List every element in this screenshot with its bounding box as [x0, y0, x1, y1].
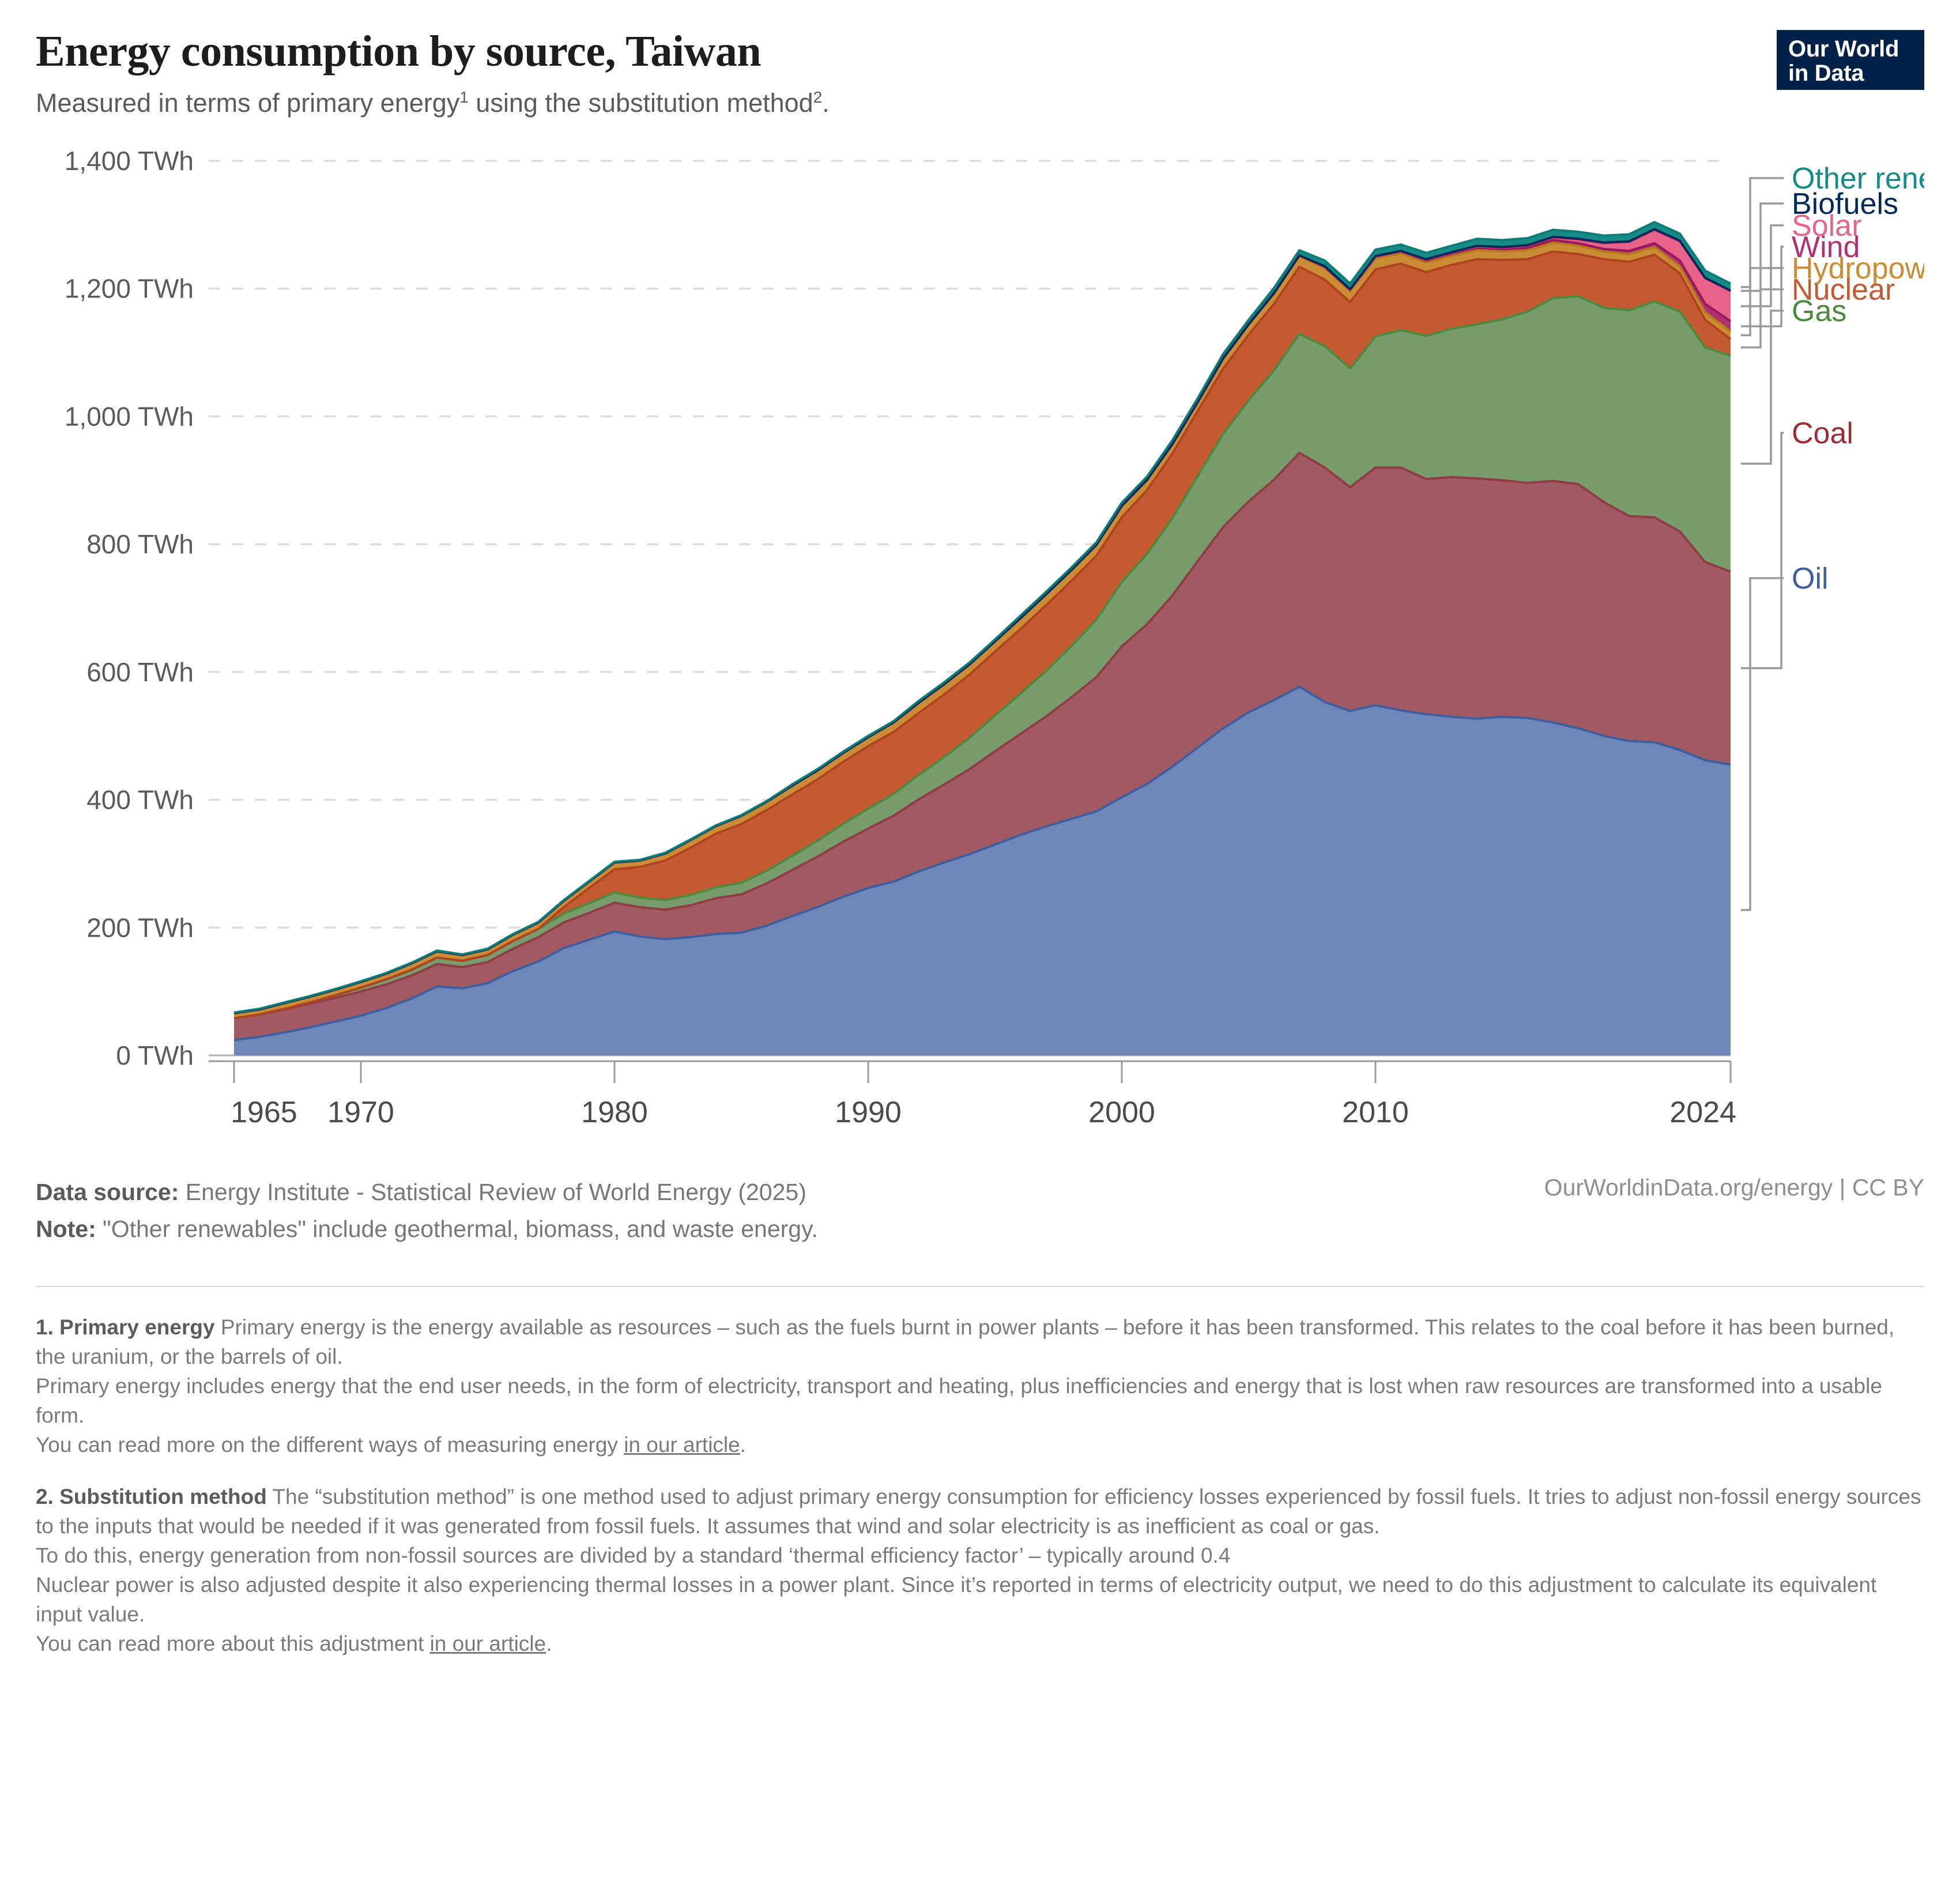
- legend-connector-oil: [1741, 577, 1784, 911]
- area-series-gas[interactable]: [234, 296, 1731, 1019]
- owid-logo-line-1: Our World: [1788, 36, 1899, 62]
- legend-label-nuclear[interactable]: Nuclear: [1792, 273, 1895, 307]
- legend-connector-solar: [1741, 224, 1784, 308]
- subtitle-part-3: .: [822, 88, 830, 118]
- owid-logo[interactable]: Our World in Data: [1777, 30, 1924, 90]
- footnotes-section: 1. Primary energy Primary energy is the …: [36, 1312, 1924, 1658]
- y-axis-tick-label: 200 TWh: [86, 913, 194, 943]
- note-label: Note:: [36, 1215, 96, 1242]
- y-axis-tick-label: 0 TWh: [116, 1040, 194, 1070]
- footnote-ref-1[interactable]: 1: [459, 88, 469, 107]
- footnote-1-tail: .: [740, 1433, 746, 1457]
- legend-label-coal[interactable]: Coal: [1792, 417, 1853, 450]
- footnote-2-para-2: To do this, energy generation from non-f…: [36, 1543, 1231, 1567]
- legend-connector-coal: [1741, 432, 1784, 670]
- x-axis-tick-label: 2010: [1342, 1096, 1409, 1129]
- footnote-2-tail: .: [546, 1631, 552, 1655]
- y-axis-tick-label: 1,000 TWh: [65, 402, 194, 432]
- area-series-oil[interactable]: [234, 686, 1731, 1056]
- legend-connector-gas: [1741, 310, 1784, 465]
- owid-logo-line-2: in Data: [1788, 61, 1864, 86]
- chart-subtitle: Measured in terms of primary energy1 usi…: [36, 87, 1924, 119]
- legend-connector-hydropower: [1741, 267, 1784, 337]
- subtitle-part-2: using the substitution method: [468, 88, 813, 118]
- footer-divider: [36, 1286, 1924, 1288]
- y-axis-tick-label: 1,400 TWh: [65, 146, 194, 176]
- footnote-ref-2[interactable]: 2: [813, 88, 823, 107]
- legend-label-other-renewables[interactable]: Other renewables: [1792, 162, 1924, 195]
- footnote-2-text-1: The “substitution method” is one method …: [36, 1484, 1921, 1538]
- area-outline-coal: [233, 451, 1731, 1020]
- legend-label-solar[interactable]: Solar: [1792, 209, 1861, 243]
- chart-sources: Data source: Energy Institute - Statisti…: [36, 1174, 1924, 1261]
- data-source-label: Data source:: [36, 1179, 179, 1206]
- footnote-2-text-4: You can read more about this adjustment: [36, 1631, 430, 1655]
- footnote-1-article-link[interactable]: in our article: [624, 1433, 740, 1457]
- footnote-1-title: 1. Primary energy: [36, 1315, 215, 1340]
- data-source-line: Data source: Energy Institute - Statisti…: [36, 1174, 1924, 1211]
- footnote-1-para-1: 1. Primary energy Primary energy is the …: [36, 1312, 1924, 1371]
- area-outline-other-renewables: [233, 221, 1731, 1014]
- legend-label-biofuels[interactable]: Biofuels: [1792, 187, 1898, 221]
- page-title: Energy consumption by source, Taiwan: [36, 27, 762, 76]
- x-axis-tick-label: 1980: [581, 1096, 648, 1129]
- footnote-2: 2. Substitution method The “substitution…: [36, 1482, 1924, 1658]
- data-source-value: Energy Institute - Statistical Review of…: [179, 1179, 806, 1206]
- area-series-coal[interactable]: [234, 452, 1731, 1040]
- legend-label-oil[interactable]: Oil: [1792, 562, 1829, 595]
- footnote-1-text-3: You can read more on the different ways …: [36, 1433, 624, 1457]
- area-outline-nuclear: [233, 250, 1732, 1020]
- note-line: Note: "Other renewables" include geother…: [36, 1211, 1924, 1248]
- x-axis-tick-label: 1990: [835, 1096, 902, 1129]
- legend-label-gas[interactable]: Gas: [1792, 295, 1846, 328]
- y-axis-tick-label: 1,200 TWh: [65, 274, 194, 304]
- chart-header: Energy consumption by source, Taiwan Mea…: [36, 0, 1924, 119]
- footnote-2-para-3: Nuclear power is also adjusted despite i…: [36, 1572, 1877, 1626]
- chart-area: 0 TWh 200 TWh 400 TWh 600 TWh 800 TWh 1,000 T…: [36, 139, 1924, 1153]
- attribution-link[interactable]: OurWorldinData.org/energy | CC BY: [1544, 1174, 1924, 1201]
- subtitle-part-1: Measured in terms of primary energy: [36, 88, 460, 118]
- legend-connector-other-renewables: [1741, 177, 1784, 288]
- note-value: "Other renewables" include geothermal, b…: [96, 1215, 818, 1242]
- legend-connector-biofuels: [1741, 202, 1784, 292]
- footnote-2-para-1: 2. Substitution method The “substitution…: [36, 1482, 1924, 1541]
- footnote-2-para-4: You can read more about this adjustment …: [36, 1629, 1924, 1658]
- footnote-1-text-1: Primary energy is the energy available a…: [36, 1315, 1895, 1369]
- x-axis-tick-label: 1970: [327, 1096, 394, 1129]
- legend-label-wind[interactable]: Wind: [1792, 231, 1860, 264]
- y-axis-tick-label: 800 TWh: [86, 529, 194, 559]
- footnote-1: 1. Primary energy Primary energy is the …: [36, 1312, 1924, 1459]
- legend-label-hydropower[interactable]: Hydropower: [1792, 252, 1924, 285]
- footnote-1-para-3: You can read more on the different ways …: [36, 1430, 1924, 1459]
- y-axis-tick-label: 600 TWh: [86, 657, 194, 687]
- footnote-2-article-link[interactable]: in our article: [429, 1631, 546, 1655]
- footnote-2-title: 2. Substitution method: [36, 1484, 267, 1508]
- x-axis-tick-label: 2024: [1669, 1096, 1736, 1129]
- area-outline-oil: [233, 685, 1731, 1042]
- y-axis-tick-label: 400 TWh: [86, 785, 194, 815]
- stacked-area-chart[interactable]: 0 TWh 200 TWh 400 TWh 600 TWh 800 TWh 1,000 T…: [36, 139, 1924, 1153]
- legend-connector-nuclear: [1741, 288, 1784, 349]
- x-axis-tick-label: 1965: [231, 1096, 297, 1129]
- footnote-1-para-2: Primary energy includes energy that the …: [36, 1374, 1882, 1428]
- x-axis-tick-label: 2000: [1088, 1096, 1155, 1129]
